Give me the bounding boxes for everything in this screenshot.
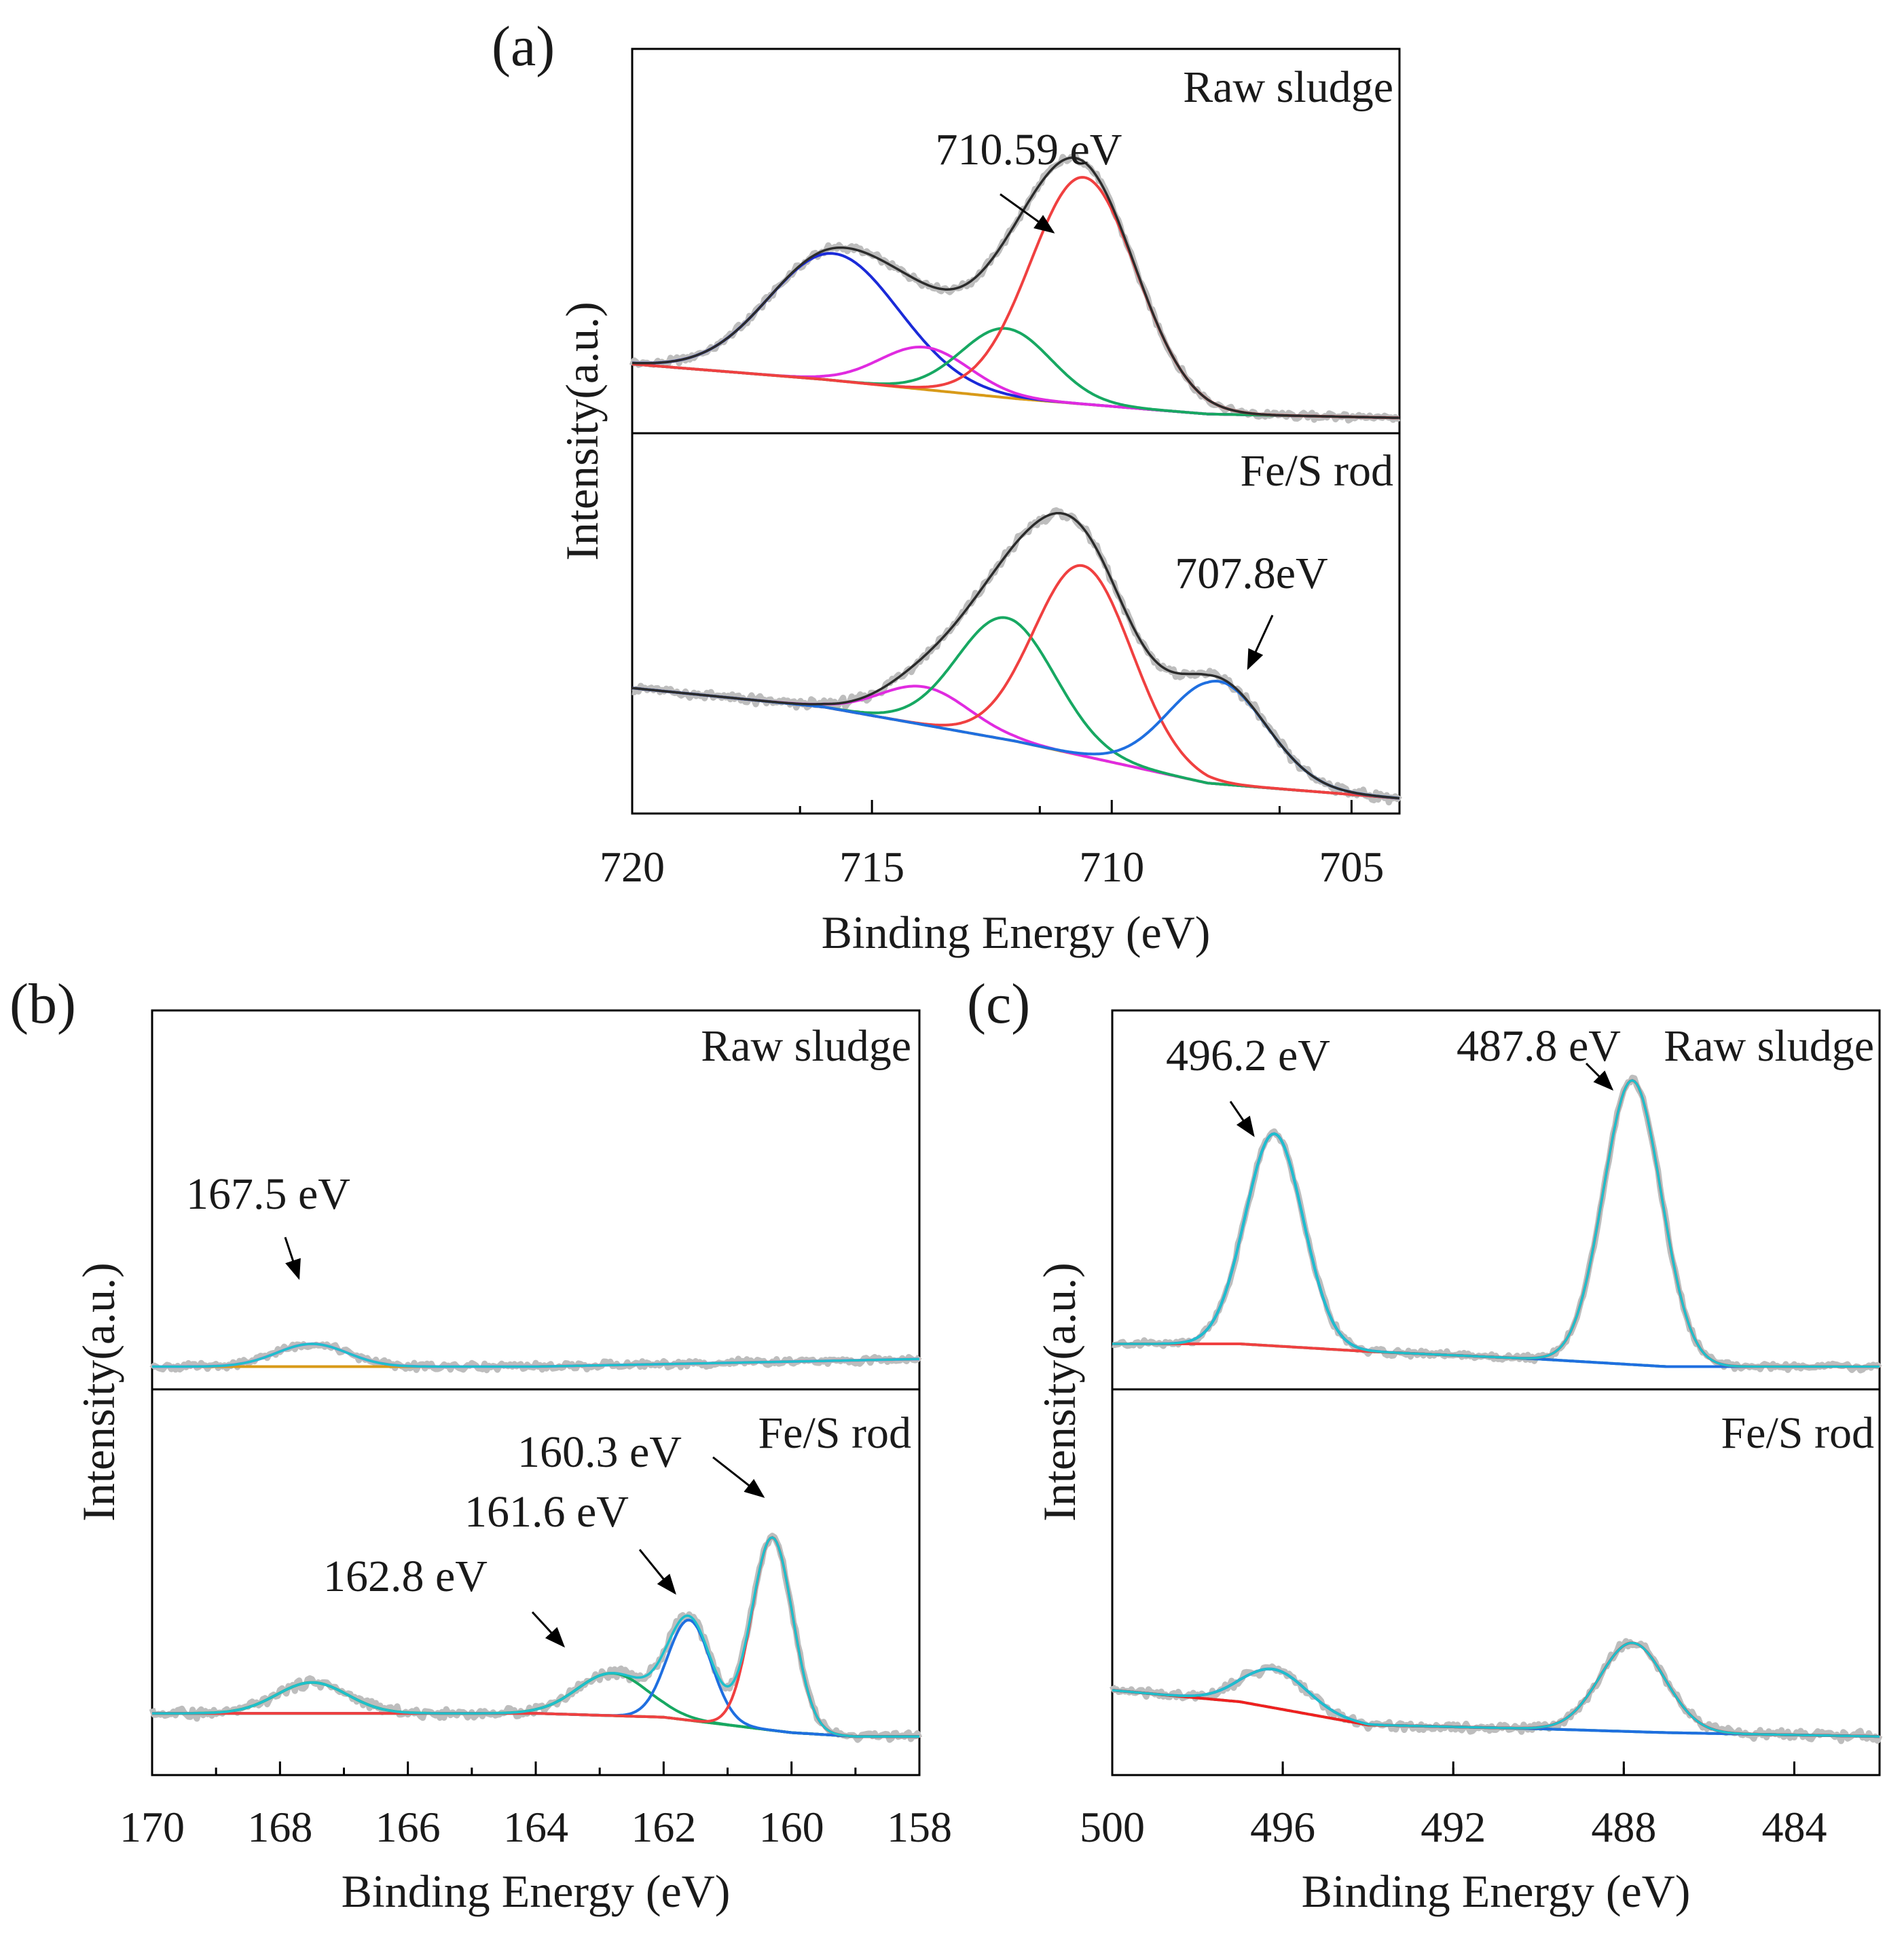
panel-a-arrow-710 (1000, 193, 1055, 234)
panel-c-fes-rod-label: Fe/S rod (1721, 1408, 1874, 1458)
panel-a-xlabel: Binding Energy (eV) (822, 907, 1211, 958)
x-tick-label: 158 (887, 1803, 952, 1851)
x-tick-label: 168 (247, 1803, 312, 1851)
panel-a-frame (631, 48, 1401, 815)
panel-c-ylabel: Intensity(a.u.) (1033, 1262, 1085, 1521)
panel-c-frame (1111, 1009, 1881, 1776)
panel-c-arrow-487 (1585, 1062, 1614, 1091)
panel-a-annotation-710: 710.59 eV (936, 125, 1122, 175)
panel-b-x-ticks: 170 168 166 164 162 160 158 (120, 1761, 952, 1851)
panel-b-arrow-167 (284, 1237, 301, 1280)
panel-a-x-ticks: 720 715 710 705 (600, 800, 1384, 891)
envelope-line (152, 1536, 919, 1738)
x-tick-label: 500 (1080, 1803, 1145, 1851)
panel-c-xlabel: Binding Energy (eV) (1302, 1865, 1691, 1917)
panel-b-fes-rod-label: Fe/S rod (758, 1408, 911, 1458)
panel-b: (b) 170 168 166 164 162 160 158 Raw sludge Fe/… (10, 972, 952, 1917)
panel-b-annotation-162: 162.8 eV (323, 1552, 488, 1601)
panel-c-annotation-487: 487.8 eV (1457, 1021, 1621, 1071)
panel-a-annotation-707: 707.8eV (1175, 549, 1328, 598)
panel-c: (c) 500 496 492 488 484 Raw sludge Fe/S rod … (967, 972, 1883, 1917)
x-tick-label: 710 (1079, 843, 1144, 891)
raw-spectrum-line (629, 152, 1401, 424)
x-tick-label: 715 (839, 843, 904, 891)
panel-b-label: (b) (10, 972, 76, 1036)
panel-a-label: (a) (492, 15, 555, 78)
x-tick-label: 170 (120, 1803, 185, 1851)
panel-a-arrow-707 (1247, 615, 1274, 670)
envelope-line (631, 511, 1400, 800)
panel-b-arrow-160 (712, 1456, 765, 1498)
panel-a-raw-sludge-label: Raw sludge (1183, 62, 1393, 112)
panel-c-label: (c) (967, 972, 1030, 1036)
x-tick-label: 720 (600, 843, 665, 891)
panel-b-arrow-162 (531, 1611, 566, 1648)
panel-c-arrow-496 (1229, 1101, 1255, 1137)
panel-b-arrow-161 (638, 1549, 676, 1595)
x-tick-label: 164 (503, 1803, 568, 1851)
x-tick-label: 496 (1250, 1803, 1315, 1851)
envelope-line (631, 156, 1400, 420)
x-tick-label: 492 (1421, 1803, 1486, 1851)
panel-b-annotation-161: 161.6 eV (464, 1487, 629, 1537)
x-tick-label: 484 (1761, 1803, 1827, 1851)
envelope-line (1112, 1641, 1880, 1738)
peak-496-2-line (1112, 1132, 1880, 1368)
panel-a-raw-sludge-plot (629, 152, 1401, 424)
raw-spectrum-line (1109, 1638, 1883, 1745)
peak-713-9-line (631, 345, 1400, 420)
envelope-line (152, 1343, 919, 1368)
panel-a-ylabel: Intensity(a.u.) (556, 302, 608, 560)
panel-c-x-ticks: 500 496 492 488 484 (1080, 1761, 1827, 1851)
x-tick-label: 166 (376, 1803, 441, 1851)
panel-b-frame (151, 1009, 921, 1776)
panel-b-xlabel: Binding Energy (eV) (342, 1865, 731, 1917)
panel-b-annotation-167: 167.5 eV (186, 1169, 350, 1219)
panel-b-raw-sludge-plot (149, 1341, 922, 1374)
panel-c-raw-sludge-label: Raw sludge (1664, 1021, 1874, 1071)
x-tick-label: 705 (1319, 843, 1384, 891)
panel-c-annotation-496: 496.2 eV (1166, 1031, 1330, 1080)
x-tick-label: 488 (1591, 1803, 1656, 1851)
panel-b-raw-sludge-label: Raw sludge (701, 1021, 911, 1071)
x-tick-label: 160 (759, 1803, 824, 1851)
panel-a-fes-rod-plot (631, 507, 1402, 806)
panel-b-ylabel: Intensity(a.u.) (73, 1262, 124, 1521)
panel-a-fes-rod-label: Fe/S rod (1240, 446, 1393, 496)
panel-c-fes-rod-plot (1109, 1638, 1883, 1745)
peak-710-59-line (631, 176, 1400, 420)
x-tick-label: 162 (631, 1803, 696, 1851)
panel-b-fes-rod-plot (149, 1533, 923, 1743)
panel-c-raw-sludge-plot (1111, 1074, 1882, 1374)
raw-spectrum-line (1111, 1074, 1882, 1374)
peak-712-2-line (631, 616, 1400, 800)
panel-a: (a) 720 715 710 705 Raw sludge Fe/S rod 710… (492, 15, 1402, 958)
peak-710-6-line (631, 564, 1400, 800)
panel-b-annotation-160: 160.3 eV (517, 1427, 682, 1477)
peak-487-8-line (1112, 1078, 1880, 1368)
envelope-line (1112, 1079, 1880, 1368)
